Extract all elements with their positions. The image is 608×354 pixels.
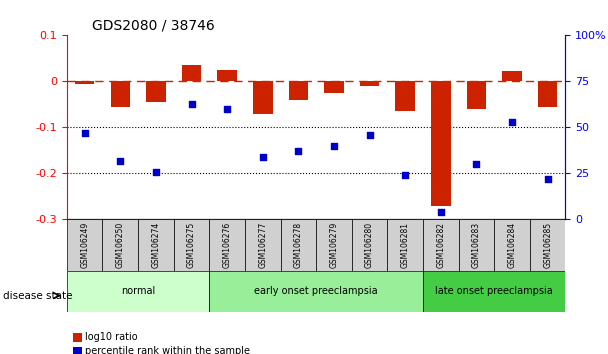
Bar <box>502 71 522 81</box>
Point <box>151 169 161 175</box>
Point <box>507 119 517 125</box>
Point <box>436 209 446 215</box>
Text: GSM106283: GSM106283 <box>472 222 481 268</box>
Bar <box>538 81 558 107</box>
FancyBboxPatch shape <box>316 219 352 271</box>
Bar <box>324 81 344 93</box>
Text: GSM106279: GSM106279 <box>330 222 339 268</box>
FancyBboxPatch shape <box>494 219 530 271</box>
Text: GSM106284: GSM106284 <box>508 222 517 268</box>
Text: early onset preeclampsia: early onset preeclampsia <box>254 286 378 296</box>
Point <box>80 130 89 136</box>
FancyBboxPatch shape <box>458 219 494 271</box>
Point <box>365 132 375 138</box>
FancyBboxPatch shape <box>67 271 209 312</box>
FancyBboxPatch shape <box>245 219 280 271</box>
Text: GSM106280: GSM106280 <box>365 222 374 268</box>
Bar <box>182 65 201 81</box>
Point <box>258 154 268 160</box>
Bar <box>289 81 308 100</box>
FancyBboxPatch shape <box>280 219 316 271</box>
Text: percentile rank within the sample: percentile rank within the sample <box>85 346 250 354</box>
Bar <box>360 81 379 86</box>
Text: log10 ratio: log10 ratio <box>85 332 138 342</box>
Bar <box>395 81 415 111</box>
FancyBboxPatch shape <box>423 219 458 271</box>
Text: GSM106278: GSM106278 <box>294 222 303 268</box>
FancyBboxPatch shape <box>138 219 174 271</box>
Text: GSM106282: GSM106282 <box>437 222 445 268</box>
FancyBboxPatch shape <box>387 219 423 271</box>
Text: GDS2080 / 38746: GDS2080 / 38746 <box>92 19 215 33</box>
FancyBboxPatch shape <box>103 219 138 271</box>
Point <box>472 161 482 167</box>
FancyBboxPatch shape <box>174 219 209 271</box>
Text: GSM106249: GSM106249 <box>80 222 89 268</box>
Text: late onset preeclampsia: late onset preeclampsia <box>435 286 553 296</box>
FancyBboxPatch shape <box>530 219 565 271</box>
Text: disease state: disease state <box>3 291 72 301</box>
Text: GSM106281: GSM106281 <box>401 222 410 268</box>
FancyBboxPatch shape <box>67 219 103 271</box>
Text: GSM106275: GSM106275 <box>187 222 196 268</box>
Point <box>116 158 125 164</box>
Text: GSM106276: GSM106276 <box>223 222 232 268</box>
Bar <box>75 81 94 84</box>
Bar <box>466 81 486 109</box>
FancyBboxPatch shape <box>209 219 245 271</box>
Bar <box>146 81 166 102</box>
Text: GSM106274: GSM106274 <box>151 222 161 268</box>
Text: GSM106277: GSM106277 <box>258 222 268 268</box>
FancyBboxPatch shape <box>209 271 423 312</box>
Point <box>223 106 232 112</box>
Text: normal: normal <box>121 286 155 296</box>
FancyBboxPatch shape <box>423 271 565 312</box>
Text: GSM106250: GSM106250 <box>116 222 125 268</box>
FancyBboxPatch shape <box>352 219 387 271</box>
Point <box>329 143 339 149</box>
Point <box>400 172 410 178</box>
Point <box>543 176 553 182</box>
Bar <box>111 81 130 107</box>
Text: GSM106285: GSM106285 <box>543 222 552 268</box>
Bar <box>431 81 451 206</box>
Bar <box>253 81 272 114</box>
Bar <box>217 70 237 81</box>
Point <box>294 149 303 154</box>
Point <box>187 101 196 106</box>
